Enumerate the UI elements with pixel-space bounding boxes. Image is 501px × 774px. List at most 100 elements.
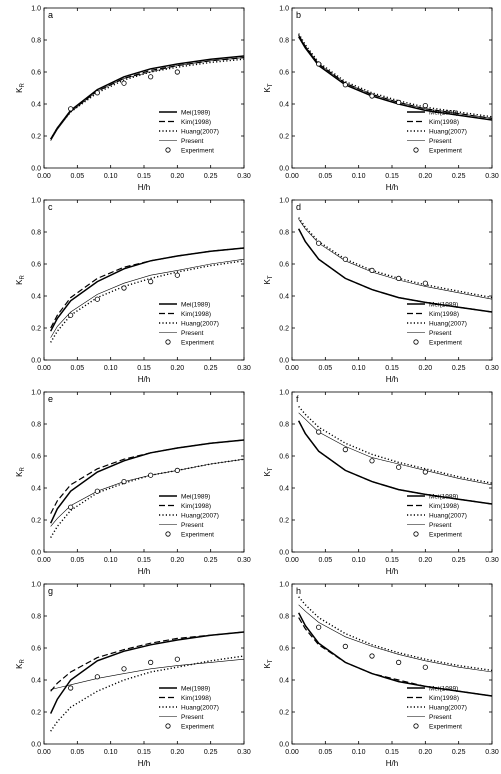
experiment-point [422, 469, 428, 475]
experiment-point [68, 312, 74, 318]
y-tick-label: 0.8 [279, 422, 289, 429]
x-tick-label: 0.05 [71, 749, 85, 756]
y-tick-label: 0.4 [279, 486, 289, 493]
legend-label: Present [181, 138, 204, 145]
panel-letter: f [296, 394, 299, 404]
x-tick-label: 0.10 [104, 173, 118, 180]
panel-letter: d [296, 202, 301, 212]
experiment-point [342, 82, 348, 88]
y-tick-label: 0.2 [31, 518, 41, 525]
y-tick-label: 0.4 [279, 678, 289, 685]
x-tick-label: 0.25 [452, 365, 466, 372]
legend-label: Experiment [429, 532, 462, 539]
y-tick-label: 0.8 [279, 614, 289, 621]
panel-letter: c [48, 202, 53, 212]
x-axis-label: H/h [386, 567, 398, 576]
y-tick-label: 0.6 [279, 646, 289, 653]
legend-label: Kim(1998) [429, 695, 459, 702]
y-axis-label-subscript: R [20, 83, 26, 88]
series-line-mei-1989 [298, 36, 493, 121]
x-tick-label: 0.20 [171, 365, 185, 372]
experiment-point [316, 429, 322, 435]
legend-label: Mei(1989) [429, 686, 458, 693]
legend-label: Experiment [429, 340, 462, 347]
y-tick-label: 0.4 [31, 294, 41, 301]
y-tick-label: 1.0 [31, 6, 41, 13]
y-tick-label: 0.0 [279, 550, 289, 557]
x-tick-label: 0.00 [37, 365, 51, 372]
legend-label: Experiment [181, 148, 214, 155]
y-axis-label: KT [263, 275, 274, 284]
series-line-kim-1998 [298, 228, 493, 313]
x-tick-label: 0.15 [385, 557, 399, 564]
legend-label: Present [429, 714, 452, 721]
experiment-point [94, 90, 100, 96]
experiment-point [316, 61, 322, 67]
experiment-point [396, 99, 402, 106]
experiment-point [396, 275, 402, 281]
legend-label: Mei(1989) [181, 686, 210, 693]
panel-letter: e [48, 394, 53, 404]
y-tick-label: 0.6 [279, 70, 289, 77]
panel-a: 0.00 0.05 0.10 0.15 0.20 0.25 0.30 0.0 0.2 0.4 0.6… [15, 6, 251, 193]
x-tick-label: 0.25 [452, 173, 466, 180]
y-tick-label: 0.8 [31, 230, 41, 237]
series-line-present [298, 604, 493, 673]
y-tick-label: 0.6 [31, 70, 41, 77]
series-line-mei-1989 [50, 55, 245, 140]
experiment-point [68, 504, 74, 510]
experiment-point [369, 267, 375, 273]
experiment-point [422, 664, 428, 670]
series-line-kim-1998 [50, 247, 245, 329]
x-tick-label: 0.25 [204, 173, 218, 180]
y-tick-label: 0.4 [31, 102, 41, 109]
series-line-kim-1998 [298, 420, 493, 505]
y-tick-label: 0.6 [31, 262, 41, 269]
series-line-present [50, 57, 245, 141]
legend-marker [165, 147, 171, 153]
y-tick-label: 1.0 [279, 6, 289, 13]
series-line-kim-1998 [50, 631, 245, 692]
x-tick-label: 0.00 [285, 749, 299, 756]
series-line-mei-1989 [49, 439, 245, 524]
x-axis-label: H/h [138, 759, 150, 768]
y-axis-label: KR [15, 275, 26, 285]
legend-label: Kim(1998) [429, 311, 459, 318]
legend-label: Experiment [181, 340, 214, 347]
x-tick-label: 0.30 [237, 557, 251, 564]
legend-marker [165, 339, 171, 345]
experiment-point [121, 80, 127, 86]
y-axis-label: KT [263, 83, 274, 92]
legend-label: Huang(2007) [429, 705, 467, 712]
legend-label: Huang(2007) [181, 513, 219, 520]
y-tick-label: 0.0 [279, 358, 289, 365]
legend-label: Mei(1989) [429, 302, 458, 309]
legend-label: Kim(1998) [181, 119, 211, 126]
experiment-point [342, 256, 348, 262]
legend-marker [165, 723, 171, 729]
panel-h: 0.00 0.05 0.10 0.15 0.20 0.25 0.30 0.0 0.2 0.4 0.6… [263, 582, 499, 769]
x-tick-label: 0.00 [37, 749, 51, 756]
series-line-mei-1989 [298, 420, 493, 505]
x-tick-label: 0.15 [137, 365, 151, 372]
experiment-point [121, 478, 127, 485]
legend-label: Kim(1998) [429, 119, 459, 126]
legend-label: Present [181, 330, 204, 337]
y-tick-label: 1.0 [279, 582, 289, 589]
experiment-point [148, 659, 154, 666]
x-tick-label: 0.20 [419, 749, 433, 756]
y-axis-label: KT [263, 467, 274, 476]
experiment-point [174, 272, 180, 278]
x-tick-label: 0.10 [352, 173, 366, 180]
legend-label: Mei(1989) [181, 494, 210, 501]
legend-label: Mei(1989) [181, 302, 210, 309]
x-tick-label: 0.05 [319, 365, 333, 372]
x-tick-label: 0.05 [71, 557, 85, 564]
experiment-point [148, 472, 154, 478]
y-tick-label: 1.0 [31, 582, 41, 589]
series-line-huang-2007 [50, 58, 245, 140]
x-axis-label: H/h [386, 759, 398, 768]
y-tick-label: 0.4 [279, 294, 289, 301]
y-tick-label: 0.0 [279, 166, 289, 173]
y-tick-label: 0.2 [279, 134, 289, 141]
